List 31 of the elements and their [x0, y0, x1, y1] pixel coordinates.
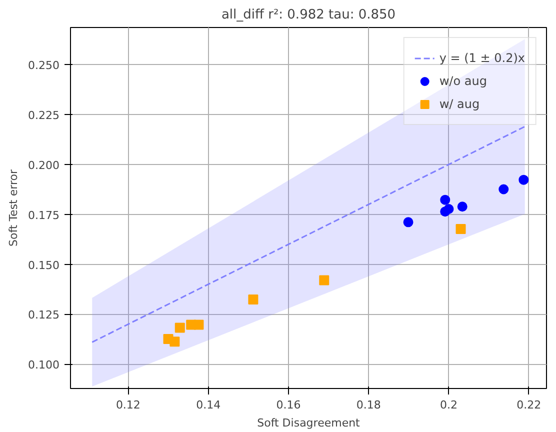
point — [456, 224, 466, 234]
x-tick-label: 0.22 — [516, 398, 542, 412]
y-axis-title: Soft Test error — [7, 169, 20, 246]
y-tick-label: 0.250 — [28, 59, 60, 72]
point — [498, 184, 509, 194]
point — [170, 336, 180, 347]
point — [518, 174, 529, 185]
y-tick-label: 0.150 — [28, 258, 60, 272]
point — [457, 202, 468, 212]
chart-title: all_diff r²: 0.982 tau: 0.850 — [221, 8, 396, 22]
y-tick-label: 0.225 — [28, 109, 60, 122]
x-tick-label: 0.18 — [356, 398, 381, 412]
y-tick-label: 0.175 — [28, 208, 60, 222]
legend-label: y = (1 ± 0.2)x — [439, 51, 525, 65]
y-tick-label: 0.100 — [28, 358, 60, 372]
point — [403, 217, 414, 228]
point — [319, 275, 330, 286]
x-tick-label: 0.12 — [116, 398, 140, 412]
x-tick-label: 0.14 — [196, 398, 221, 412]
point — [194, 320, 204, 330]
y-tick-label: 0.125 — [28, 308, 60, 322]
x-axis-title: Soft Disagreement — [257, 416, 361, 430]
legend-label: w/ aug — [439, 97, 480, 111]
y-tick-label: 0.200 — [28, 158, 60, 172]
point — [444, 204, 454, 214]
x-tick-label: 0.2 — [440, 398, 458, 412]
point — [174, 322, 185, 333]
legend-label: w/o aug — [439, 74, 487, 88]
point — [440, 194, 450, 205]
x-tick-label: 0.16 — [276, 398, 301, 412]
point — [248, 294, 258, 304]
